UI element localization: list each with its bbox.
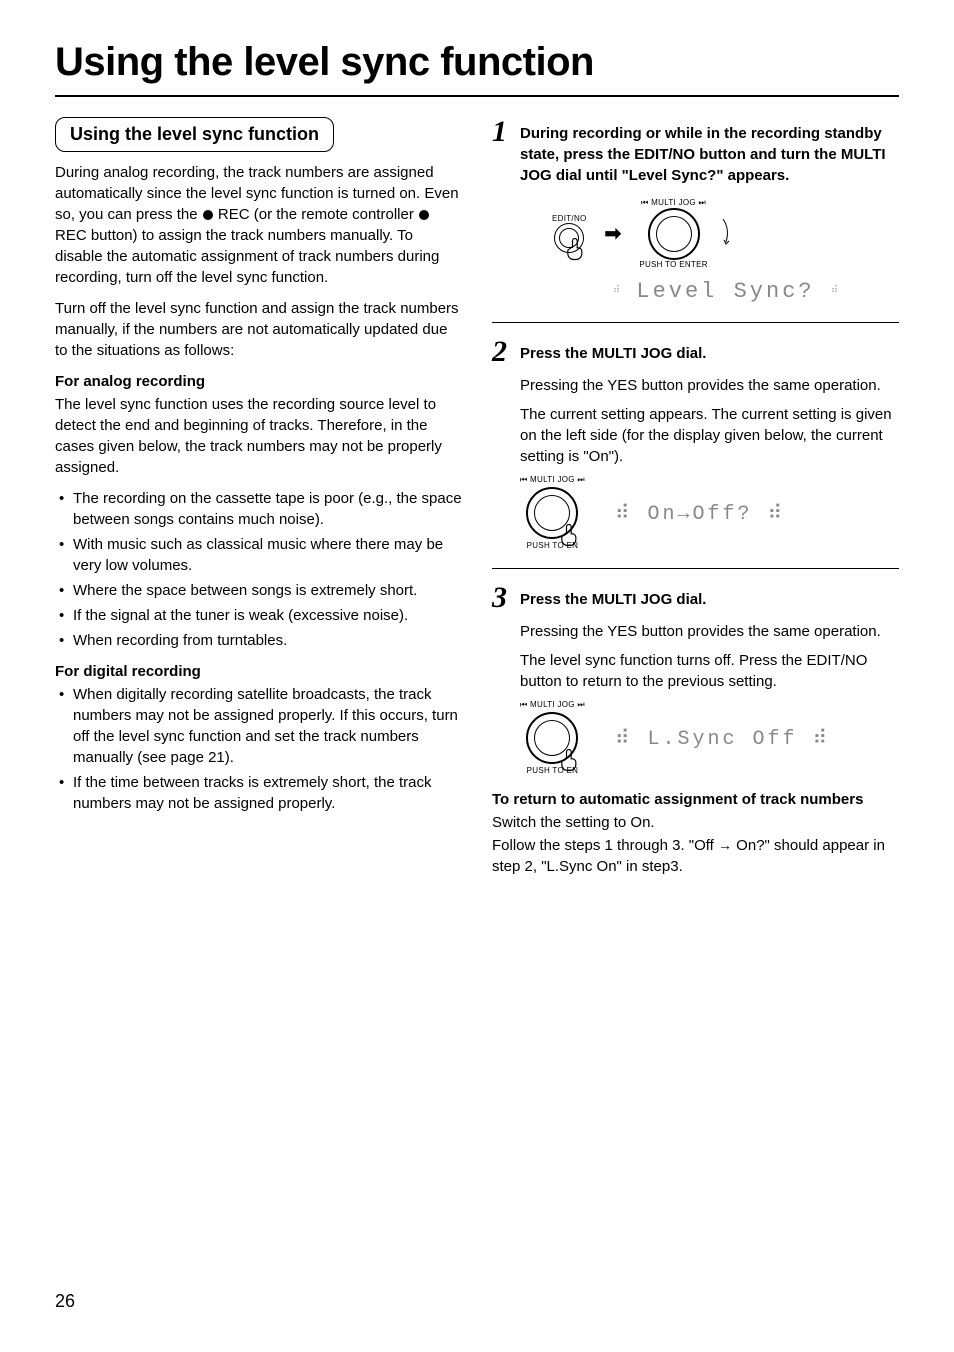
step-2-diagram: ⏮ MULTI JOG ⏭ PUSH TO EN ⠾ On→Off? ⠾ bbox=[520, 475, 899, 550]
step-2-body-1: Pressing the YES button provides the sam… bbox=[520, 375, 899, 396]
rec-dot-icon bbox=[419, 210, 429, 220]
analog-bullet-list: The recording on the cassette tape is po… bbox=[55, 488, 462, 651]
jog-dial-wrapper bbox=[648, 208, 700, 260]
step-1-diagram: EDIT/NO ➡ ⏮ MULTI JOG ⏭ bbox=[552, 198, 899, 304]
display-dots-icon: ⠾ bbox=[831, 286, 838, 297]
section-box-title: Using the level sync function bbox=[70, 124, 319, 144]
step-divider bbox=[492, 568, 899, 569]
list-item: Where the space between songs is extreme… bbox=[73, 580, 462, 601]
section-box: Using the level sync function bbox=[55, 117, 334, 152]
display-on-off: ⠾ On→Off? ⠾ bbox=[615, 500, 785, 526]
intro-paragraph-2: Turn off the level sync function and ass… bbox=[55, 298, 462, 361]
list-item: The recording on the cassette tape is po… bbox=[73, 488, 462, 530]
page-number: 26 bbox=[55, 1291, 75, 1312]
multi-jog-group: ⏮ MULTI JOG ⏭ PUSH TO ENTER bbox=[639, 198, 708, 269]
display-dots-icon: ⠾ bbox=[615, 503, 633, 526]
step-2-body-2: The current setting appears. The current… bbox=[520, 404, 899, 467]
list-item: When recording from turntables. bbox=[73, 630, 462, 651]
multi-jog-dial-icon bbox=[648, 208, 700, 260]
step-1: 1 During recording or while in the recor… bbox=[492, 117, 899, 186]
left-column: Using the level sync function During ana… bbox=[55, 117, 462, 887]
arrow-right-icon: ➡ bbox=[605, 221, 622, 246]
display-dots-icon: ⠾ bbox=[813, 728, 831, 751]
step-3: 3 Press the MULTI JOG dial. bbox=[492, 583, 899, 613]
jog-dial-group: ⏮ MULTI JOG ⏭ PUSH TO EN bbox=[520, 475, 585, 550]
jog-dial-group: ⏮ MULTI JOG ⏭ PUSH TO EN bbox=[520, 700, 585, 775]
edit-no-dial-wrapper bbox=[554, 223, 584, 253]
list-item: When digitally recording satellite broad… bbox=[73, 684, 462, 768]
title-rule bbox=[55, 95, 899, 97]
list-item: With music such as classical music where… bbox=[73, 534, 462, 576]
return-p1: Switch the setting to On. bbox=[492, 812, 899, 833]
return-p2: Follow the steps 1 through 3. "Off → On?… bbox=[492, 835, 899, 877]
page-title: Using the level sync function bbox=[55, 40, 899, 85]
step-divider bbox=[492, 322, 899, 323]
multi-jog-label: ⏮ MULTI JOG ⏭ bbox=[641, 198, 706, 208]
intro-paragraph-1: During analog recording, the track numbe… bbox=[55, 162, 462, 288]
step-2-heading: Press the MULTI JOG dial. bbox=[520, 337, 706, 364]
step-number-3: 3 bbox=[492, 583, 514, 613]
push-enter-label: PUSH TO ENTER bbox=[639, 260, 708, 269]
hand-press-icon bbox=[562, 235, 590, 263]
display-dots-icon: ⠾ bbox=[768, 503, 786, 526]
list-item: If the signal at the tuner is weak (exce… bbox=[73, 605, 462, 626]
jog-dial-wrapper bbox=[526, 712, 578, 764]
display-text-value: L.Sync Off bbox=[648, 728, 798, 751]
edit-no-button-group: EDIT/NO bbox=[552, 214, 587, 253]
return-heading: To return to automatic assignment of tra… bbox=[492, 791, 899, 808]
step-3-body-1: Pressing the YES button provides the sam… bbox=[520, 621, 899, 642]
display-dots-icon: ⠾ bbox=[615, 728, 633, 751]
diagram-row: EDIT/NO ➡ ⏮ MULTI JOG ⏭ bbox=[552, 198, 899, 269]
digital-bullet-list: When digitally recording satellite broad… bbox=[55, 684, 462, 814]
jog-dial-wrapper bbox=[526, 487, 578, 539]
display-lsync-off: ⠾ L.Sync Off ⠾ bbox=[615, 725, 830, 751]
analog-heading: For analog recording bbox=[55, 373, 462, 390]
step-number-2: 2 bbox=[492, 337, 514, 367]
step-3-diagram: ⏮ MULTI JOG ⏭ PUSH TO EN ⠾ L.Sync Off ⠾ bbox=[520, 700, 899, 775]
display-dots-icon: ⠾ bbox=[613, 286, 620, 297]
display-text-value: Level Sync? bbox=[636, 279, 814, 304]
step-number-1: 1 bbox=[492, 117, 514, 147]
hand-press-icon bbox=[556, 746, 584, 774]
step-3-heading: Press the MULTI JOG dial. bbox=[520, 583, 706, 610]
display-text-value: On→Off? bbox=[648, 503, 753, 526]
right-column: 1 During recording or while in the recor… bbox=[492, 117, 899, 887]
digital-heading: For digital recording bbox=[55, 663, 462, 680]
edit-no-label: EDIT/NO bbox=[552, 214, 587, 223]
list-item: If the time between tracks is extremely … bbox=[73, 772, 462, 814]
multi-jog-label: ⏮ MULTI JOG ⏭ bbox=[520, 700, 585, 710]
step-3-body-2: The level sync function turns off. Press… bbox=[520, 650, 899, 692]
display-level-sync: ⠾ Level Sync? ⠾ bbox=[552, 279, 899, 304]
arrow-right-small-icon: → bbox=[718, 837, 732, 853]
analog-intro: The level sync function uses the recordi… bbox=[55, 394, 462, 478]
return-p2a: Follow the steps 1 through 3. "Off bbox=[492, 837, 718, 854]
step-1-heading: During recording or while in the recordi… bbox=[520, 117, 899, 186]
step-2: 2 Press the MULTI JOG dial. bbox=[492, 337, 899, 367]
multi-jog-label: ⏮ MULTI JOG ⏭ bbox=[520, 475, 585, 485]
intro-text-1b: REC (or the remote controller bbox=[214, 206, 418, 223]
rec-dot-icon bbox=[203, 210, 213, 220]
hand-press-icon bbox=[556, 521, 584, 549]
two-column-layout: Using the level sync function During ana… bbox=[55, 117, 899, 887]
intro-text-1c: REC button) to assign the track numbers … bbox=[55, 227, 439, 286]
